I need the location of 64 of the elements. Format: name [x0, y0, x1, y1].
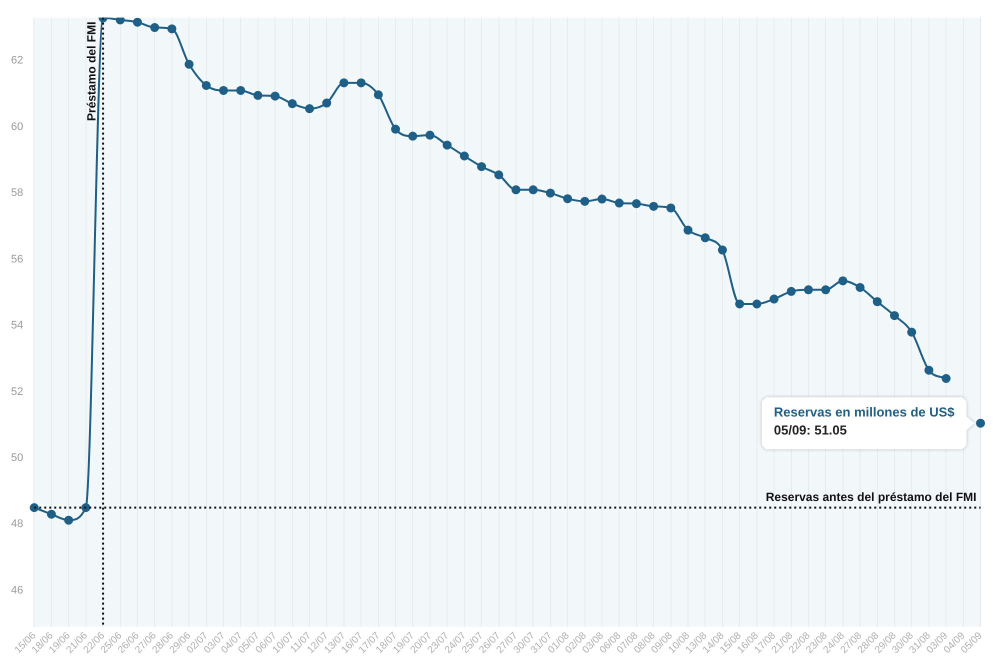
- y-tick-label: 50: [10, 452, 24, 464]
- point: [64, 516, 74, 525]
- point: [46, 510, 56, 519]
- point: [614, 198, 624, 208]
- point: [511, 185, 520, 194]
- point: [598, 194, 607, 204]
- point: [356, 78, 366, 88]
- y-tick-label: 60: [10, 120, 24, 133]
- y-tick-label: 46: [10, 584, 24, 596]
- point: [942, 374, 951, 383]
- point: [752, 300, 762, 308]
- point: [408, 132, 418, 141]
- point: [167, 24, 176, 34]
- point: [339, 78, 348, 88]
- point: [391, 124, 400, 134]
- y-tick-label: 56: [10, 253, 24, 266]
- y-tick-label: 48: [10, 518, 24, 530]
- point: [528, 185, 538, 194]
- point: [632, 199, 641, 208]
- point: [907, 328, 916, 337]
- point: [270, 92, 280, 101]
- point: [218, 86, 228, 95]
- point: [924, 366, 934, 375]
- point: [116, 18, 125, 24]
- point: [563, 194, 572, 204]
- point: [735, 300, 744, 308]
- point: [305, 104, 314, 114]
- point: [253, 90, 262, 100]
- point: [684, 226, 693, 235]
- ref-line-label: Préstamo del FMI: [84, 22, 98, 121]
- point: [236, 86, 246, 95]
- point: [322, 98, 332, 108]
- point: [184, 60, 194, 69]
- point: [700, 233, 710, 242]
- point: [580, 196, 590, 206]
- point: [494, 170, 504, 180]
- point: [460, 152, 469, 160]
- point: [425, 130, 434, 140]
- point: [804, 285, 813, 294]
- point: [374, 90, 383, 100]
- point: [856, 282, 865, 292]
- point: [442, 140, 452, 150]
- point: [477, 162, 486, 172]
- annotation: Reservas en millones de US$ 05/09: 51.05: [774, 404, 956, 438]
- point: [838, 276, 848, 286]
- point: [786, 286, 796, 296]
- point: [150, 23, 160, 32]
- point: [649, 202, 658, 211]
- point: [132, 18, 142, 27]
- point: [546, 188, 555, 198]
- point: [872, 297, 882, 306]
- point: [976, 418, 986, 428]
- y-tick-label: 54: [10, 320, 24, 332]
- point: [666, 203, 676, 212]
- point: [770, 294, 779, 304]
- y-tick-label: 62: [10, 54, 24, 67]
- ref-line-label: Reservas antes del préstamo del FMI: [766, 490, 977, 504]
- point: [718, 246, 727, 255]
- point: [288, 99, 297, 108]
- point: [821, 285, 830, 294]
- y-tick-label: 52: [10, 386, 24, 398]
- point: [202, 80, 211, 90]
- point: [890, 311, 899, 320]
- y-tick-label: 58: [10, 187, 24, 200]
